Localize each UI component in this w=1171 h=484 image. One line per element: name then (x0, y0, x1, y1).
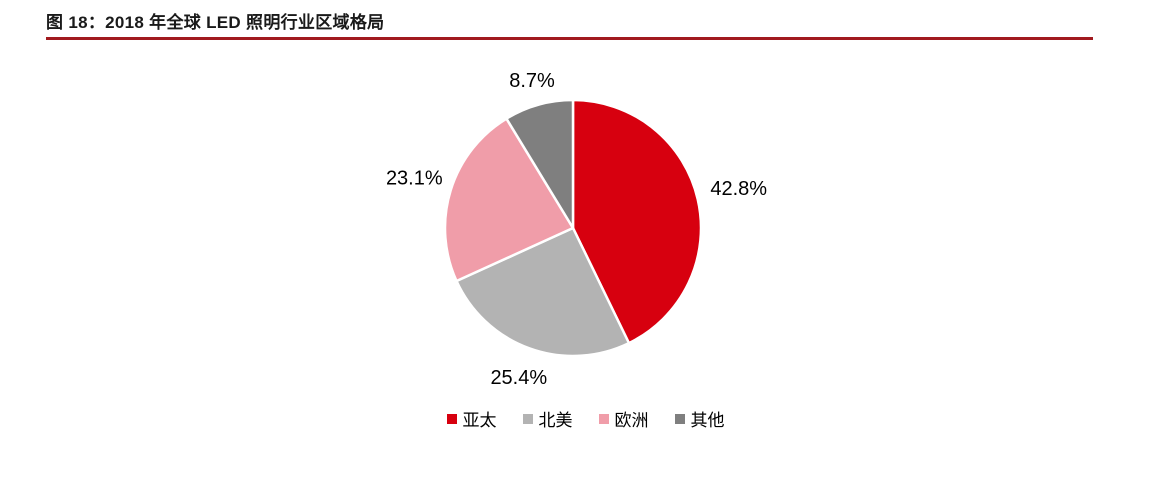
pie-slice-others (505, 98, 575, 230)
title-underline-rule (46, 37, 1093, 40)
chart-legend: 亚太 北美 欧洲 其他 (0, 406, 1171, 431)
slice-label-north-america: 25.4% (490, 367, 547, 389)
slice-label-europe: 23.1% (386, 167, 443, 189)
figure-title: 图 18：2018 年全球 LED 照明行业区域格局 (46, 13, 385, 32)
slice-label-others: 8.7% (509, 70, 555, 92)
legend-marker-north-america (522, 413, 533, 424)
legend-item-others: 其他 (674, 406, 725, 431)
legend-label-north-america: 北美 (538, 411, 573, 430)
legend-item-north-america: 北美 (522, 406, 573, 431)
legend-label-others: 其他 (690, 411, 725, 430)
legend-marker-others (674, 413, 685, 424)
legend-label-asia-pacific: 亚太 (462, 411, 497, 430)
slice-label-asia-pacific: 42.8% (710, 178, 767, 200)
legend-item-europe: 欧洲 (598, 406, 649, 431)
legend-marker-europe (598, 413, 609, 424)
legend-marker-asia-pacific (446, 413, 457, 424)
pie-slice-north-america (455, 226, 631, 358)
pie-slice-asia-pacific (571, 98, 703, 345)
legend-item-asia-pacific: 亚太 (446, 406, 497, 431)
pie-slice-europe (443, 117, 575, 283)
legend-label-europe: 欧洲 (614, 411, 649, 430)
